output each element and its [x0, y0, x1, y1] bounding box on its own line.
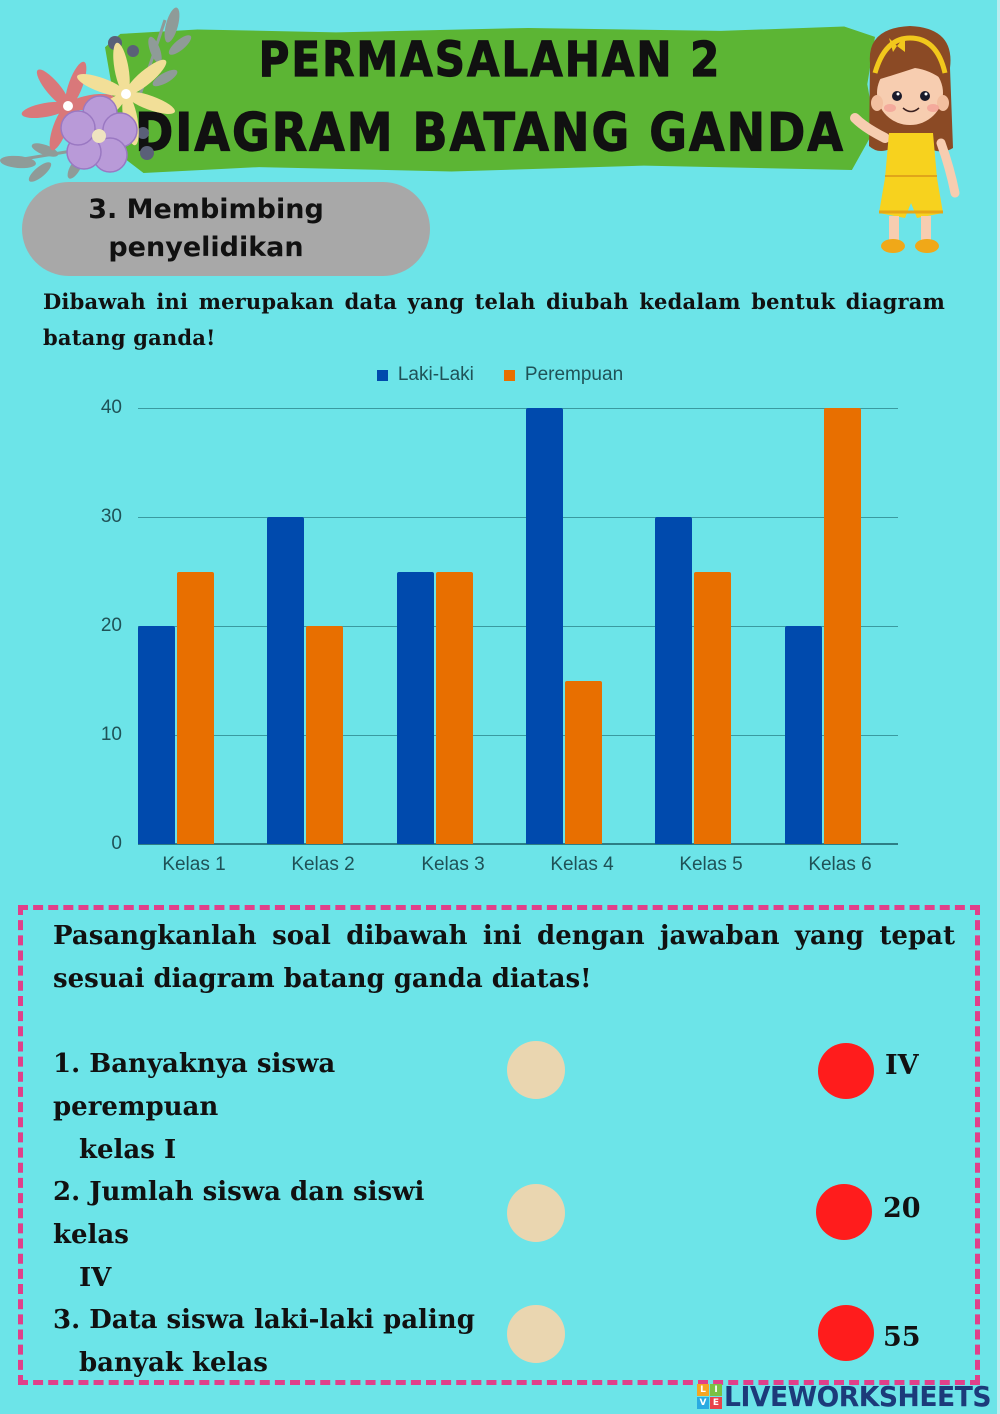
question-text: Banyaknya siswa perempuan: [53, 1049, 336, 1122]
match-dot-question-3[interactable]: [507, 1305, 565, 1363]
legend-label: Laki-Laki: [397, 364, 474, 385]
bar-laki-laki-kelas-4: [525, 408, 563, 844]
question-text-cont: kelas I: [79, 1135, 177, 1165]
quiz-instruction: Pasangkanlah soal dibawah ini dengan jaw…: [53, 921, 955, 994]
question-3: 3. Data siswa laki-laki paling banyak ke…: [53, 1299, 503, 1385]
y-tick-10: 10: [100, 724, 122, 745]
legend-label: Perempuan: [524, 364, 624, 385]
question-text-cont: IV: [79, 1263, 112, 1293]
bar-laki-laki-kelas-5: [655, 517, 693, 844]
x-tick-kelas-1: Kelas 1: [162, 854, 226, 875]
gridline: [138, 517, 898, 518]
step-label-line-1: 3. Membimbing: [88, 194, 324, 225]
matching-quiz-box: Pasangkanlah soal dibawah ini dengan jaw…: [18, 905, 980, 1385]
match-dot-answer-2[interactable]: [816, 1184, 872, 1240]
title-banner: PERMASALAHAN 2 DIAGRAM BATANG GANDA: [105, 26, 875, 173]
question-number: 2.: [53, 1177, 81, 1207]
legend-swatch-blue-icon: [376, 369, 388, 381]
title-line-2: DIAGRAM BATANG GANDA: [135, 100, 845, 164]
question-text-cont: banyak kelas: [79, 1348, 268, 1378]
girl-illustration-icon: [850, 26, 960, 253]
bar-perempuan-kelas-6: [823, 408, 861, 844]
x-tick-kelas-6: Kelas 6: [808, 854, 872, 875]
match-dot-question-2[interactable]: [507, 1184, 565, 1242]
gridline: [138, 408, 898, 409]
bar-laki-laki-kelas-1: [138, 626, 175, 844]
x-axis-line: [138, 843, 898, 845]
gridline: [138, 735, 898, 736]
bar-laki-laki-kelas-3: [396, 571, 434, 844]
title-line-1: PERMASALAHAN 2: [258, 31, 722, 89]
answer-label-2: 20: [883, 1193, 921, 1224]
match-dot-answer-1[interactable]: [818, 1043, 874, 1099]
match-dot-answer-3[interactable]: [818, 1305, 874, 1361]
question-number: 3.: [53, 1305, 81, 1335]
x-tick-kelas-2: Kelas 2: [291, 854, 355, 875]
question-number: 1.: [53, 1049, 81, 1079]
step-label: 3. Membimbing penyelidikan: [22, 182, 430, 276]
answer-label-1: IV: [885, 1050, 919, 1081]
question-1: 1. Banyaknya siswa perempuan kelas I: [53, 1043, 503, 1172]
question-text: Jumlah siswa dan siswi kelas: [53, 1177, 425, 1250]
chart-legend: Laki-Laki Perempuan: [0, 364, 1000, 386]
logo-letter: E: [710, 1396, 722, 1409]
step-label-line-2: penyelidikan: [108, 232, 304, 263]
logo-letter: I: [710, 1383, 722, 1396]
bar-laki-laki-kelas-2: [267, 517, 305, 844]
legend-swatch-orange-icon: [503, 369, 515, 381]
logo-letter: V: [697, 1396, 709, 1409]
question-text: Data siswa laki-laki paling: [89, 1305, 475, 1335]
watermark-text: LIVEWORKSHEETS: [724, 1379, 992, 1413]
y-tick-40: 40: [100, 397, 122, 418]
gridline: [138, 626, 898, 627]
legend-item-laki-laki: Laki-Laki: [376, 364, 474, 386]
logo-letter: L: [697, 1383, 709, 1396]
bar-perempuan-kelas-2: [306, 626, 344, 844]
intro-text: Dibawah ini merupakan data yang telah di…: [43, 289, 945, 350]
y-tick-20: 20: [100, 615, 122, 636]
x-tick-kelas-3: Kelas 3: [421, 854, 485, 875]
legend-item-perempuan: Perempuan: [503, 364, 624, 386]
bar-perempuan-kelas-5: [694, 571, 732, 844]
flower-decoration-icon: [0, 7, 192, 182]
bar-perempuan-kelas-4: [564, 680, 602, 844]
question-2: 2. Jumlah siswa dan siswi kelas IV: [53, 1171, 503, 1300]
live-logo-icon: L I V E: [697, 1383, 722, 1409]
bar-perempuan-kelas-1: [177, 571, 214, 844]
liveworksheets-watermark: L I V E LIVEWORKSHEETS: [697, 1378, 1000, 1414]
y-tick-30: 30: [100, 506, 122, 527]
x-tick-kelas-4: Kelas 4: [550, 854, 614, 875]
bar-laki-laki-kelas-6: [784, 626, 822, 844]
bar-perempuan-kelas-3: [435, 571, 473, 844]
x-tick-kelas-5: Kelas 5: [679, 854, 743, 875]
answer-label-3: 55: [883, 1322, 921, 1353]
match-dot-question-1[interactable]: [507, 1041, 565, 1099]
y-tick-0: 0: [111, 833, 122, 854]
page-edge: [997, 0, 1000, 1414]
